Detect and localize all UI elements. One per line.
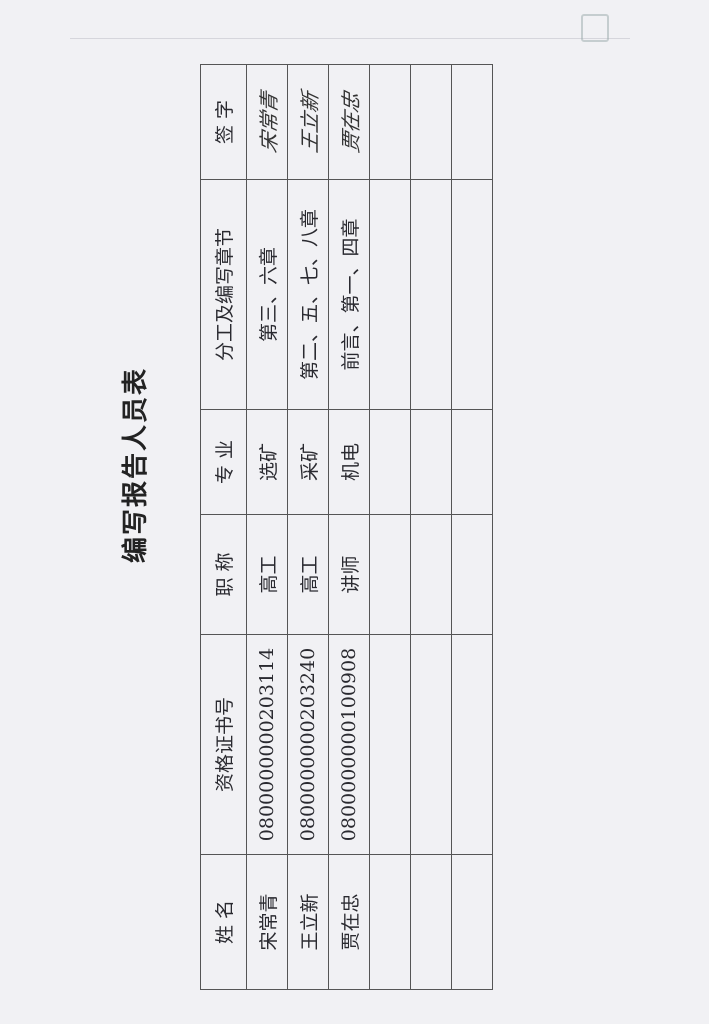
header-signature: 签 字: [200, 64, 247, 180]
signature: 王立新: [297, 89, 322, 155]
header-name: 姓 名: [200, 854, 247, 990]
empty-cell: [410, 514, 452, 635]
table-row: 王立新 0800000000203240 高工 采矿 第二、五、七、八章 王立新: [287, 64, 329, 990]
table-row: 宋常青 0800000000203114 高工 选矿 第三、六章 宋常青: [246, 64, 288, 990]
empty-cell: [369, 514, 411, 635]
cell-major: 机电: [328, 409, 370, 515]
header-major: 专 业: [200, 409, 247, 515]
cell-major: 选矿: [246, 409, 288, 515]
empty-row: [410, 64, 452, 990]
cell-major: 采矿: [287, 409, 329, 515]
cell-signature: 宋常青: [246, 64, 288, 180]
empty-cell: [369, 634, 411, 855]
cell-chapters: 第二、五、七、八章: [287, 179, 329, 410]
cell-cert: 0800000000203114: [246, 634, 288, 855]
header-cert: 资格证书号: [200, 634, 247, 855]
table-row: 贾在忠 0800000000100908 讲师 机电 前言、第一、四章 贾在忠: [328, 64, 370, 990]
table-header-row: 姓 名 资格证书号 职 称 专 业 分工及编写章节 签 字: [200, 64, 247, 990]
empty-cell: [369, 854, 411, 990]
cell-cert: 0800000000203240: [287, 634, 329, 855]
header-title: 职 称: [200, 514, 247, 635]
cell-signature: 贾在忠: [328, 64, 370, 180]
logo-mark: [581, 14, 609, 42]
cell-signature: 王立新: [287, 64, 329, 180]
empty-cell: [369, 179, 411, 410]
empty-cell: [410, 854, 452, 990]
cell-title: 高工: [246, 514, 288, 635]
signature: 贾在忠: [338, 89, 363, 155]
header-rule: [70, 38, 630, 39]
empty-cell: [451, 514, 493, 635]
staff-table: 姓 名 资格证书号 职 称 专 业 分工及编写章节 签 字 宋常青 080000…: [200, 64, 493, 990]
empty-cell: [451, 634, 493, 855]
empty-row: [451, 64, 493, 990]
empty-cell: [410, 64, 452, 180]
empty-cell: [451, 64, 493, 180]
empty-cell: [451, 179, 493, 410]
cell-chapters: 前言、第一、四章: [328, 179, 370, 410]
empty-cell: [369, 409, 411, 515]
empty-cell: [369, 64, 411, 180]
header-chapters: 分工及编写章节: [200, 179, 247, 410]
empty-row: [369, 64, 411, 990]
empty-cell: [451, 409, 493, 515]
cell-name: 贾在忠: [328, 854, 370, 990]
cell-chapters: 第三、六章: [246, 179, 288, 410]
empty-cell: [410, 634, 452, 855]
signature: 宋常青: [256, 89, 281, 155]
cell-title: 讲师: [328, 514, 370, 635]
cell-name: 宋常青: [246, 854, 288, 990]
cell-cert: 0800000000100908: [328, 634, 370, 855]
page-title: 编写报告人员表: [121, 367, 151, 564]
empty-cell: [410, 179, 452, 410]
empty-cell: [410, 409, 452, 515]
empty-cell: [451, 854, 493, 990]
cell-title: 高工: [287, 514, 329, 635]
cell-name: 王立新: [287, 854, 329, 990]
